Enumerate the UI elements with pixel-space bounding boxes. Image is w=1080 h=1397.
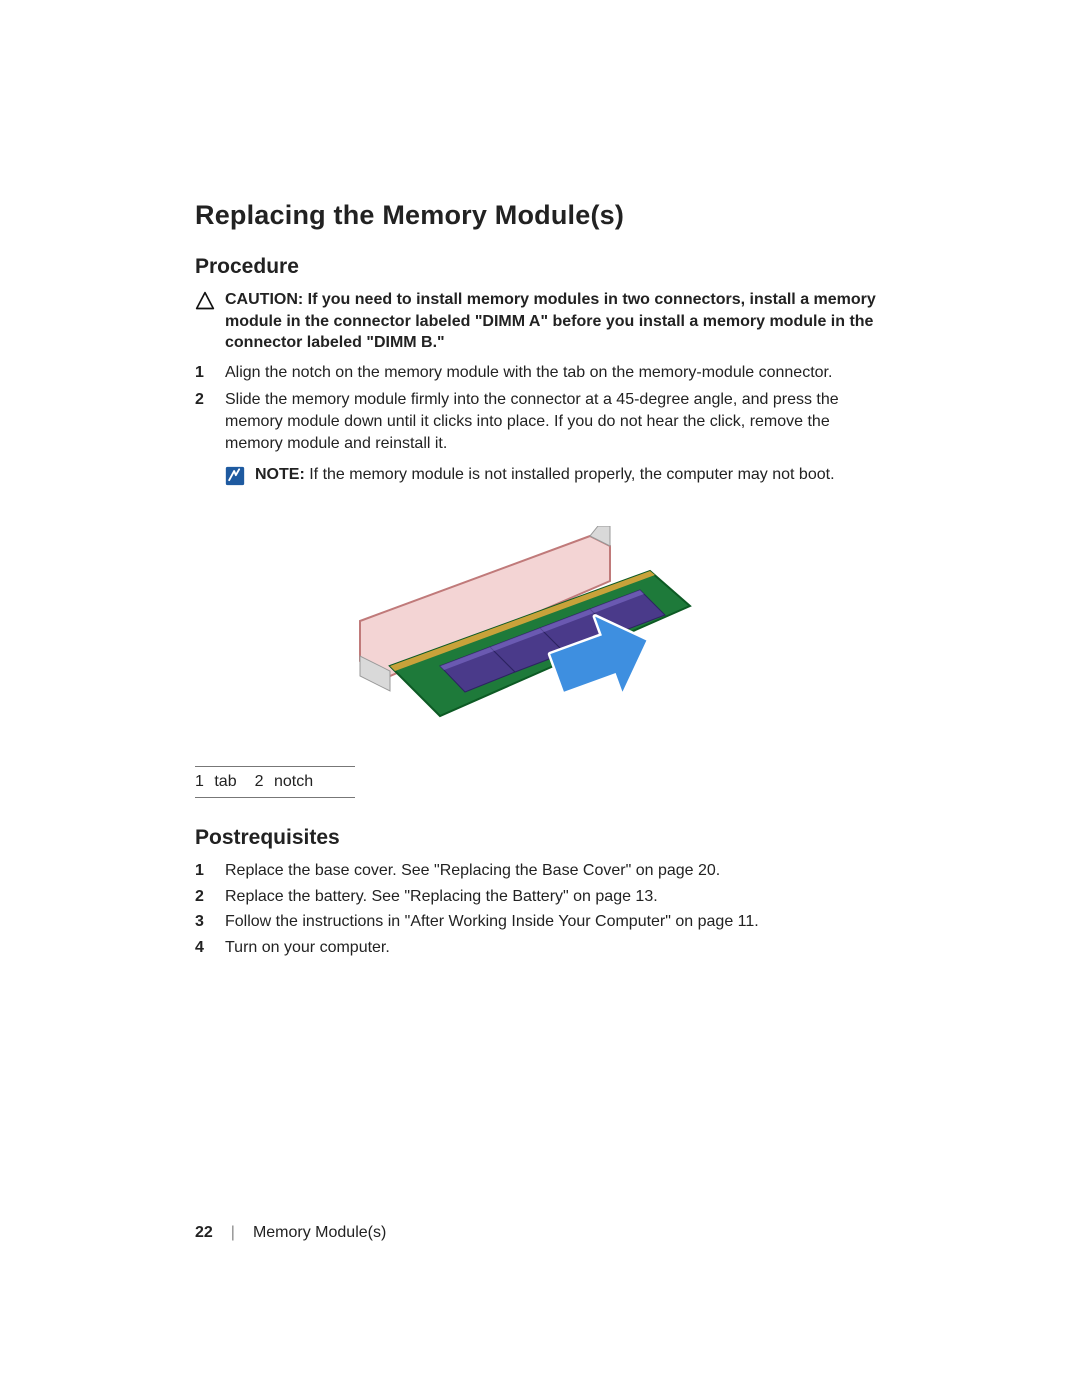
footer-section: Memory Module(s) [253,1224,386,1242]
document-page: Replacing the Memory Module(s) Procedure… [0,0,1080,1397]
caution-body: If you need to install memory modules in… [225,291,876,351]
procedure-step: Align the notch on the memory module wit… [195,362,885,384]
caution-text: CAUTION: If you need to install memory m… [225,289,885,354]
note-block: NOTE: If the memory module is not instal… [225,464,885,486]
postreq-step: Replace the base cover. See "Replacing t… [195,860,885,882]
callout-item: 1 tab [195,773,237,791]
note-body: If the memory module is not installed pr… [305,466,835,483]
note-icon [225,466,245,486]
page-number: 22 [195,1224,213,1242]
caution-block: CAUTION: If you need to install memory m… [195,289,885,354]
memory-module-illustration [350,526,730,746]
postreq-step: Replace the battery. See "Replacing the … [195,886,885,908]
page-title: Replacing the Memory Module(s) [195,200,885,231]
caution-icon [195,291,215,311]
postreq-list: Replace the base cover. See "Replacing t… [195,860,885,958]
callout-label: tab [214,773,236,790]
callout-number: 2 [255,773,264,790]
callout-number: 1 [195,773,204,790]
section-heading-procedure: Procedure [195,255,885,279]
note-text: NOTE: If the memory module is not instal… [255,464,835,486]
procedure-step: Slide the memory module firmly into the … [195,389,885,454]
callout-label: notch [274,773,313,790]
postreq-step: Turn on your computer. [195,937,885,959]
note-lead: NOTE: [255,466,305,483]
postreq-block: Replace the base cover. See "Replacing t… [195,860,885,958]
postreq-step: Follow the instructions in "After Workin… [195,911,885,933]
section-heading-postreq: Postrequisites [195,826,885,850]
footer-divider: | [231,1224,235,1242]
figure-region [195,526,885,746]
procedure-list: Align the notch on the memory module wit… [195,362,885,454]
callout-item: 2 notch [255,773,314,791]
page-footer: 22 | Memory Module(s) [195,1224,386,1242]
figure-callouts: 1 tab 2 notch [195,766,355,798]
caution-lead: CAUTION: [225,291,303,308]
